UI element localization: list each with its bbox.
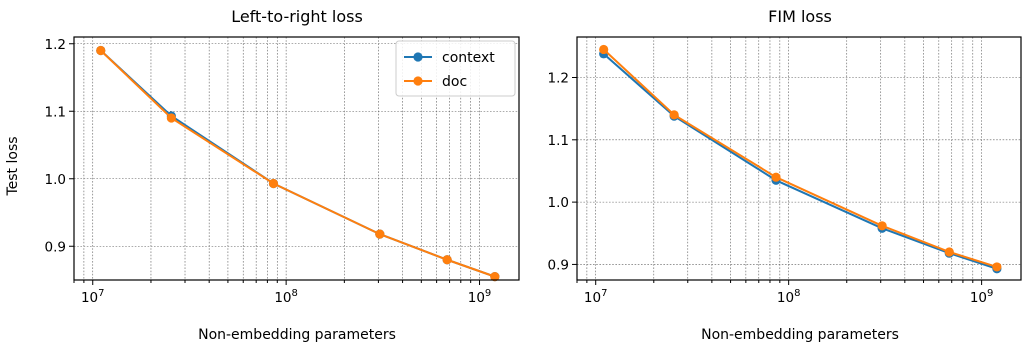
x-tick-label: 109: [970, 288, 994, 306]
y-tick-label: 0.9: [548, 257, 569, 273]
right-panel-title: FIM loss: [768, 7, 832, 26]
y-tick-label: 1.1: [45, 104, 66, 120]
legend: context doc: [395, 40, 516, 97]
x-tick-label: 107: [81, 288, 105, 306]
right-panel-xlabel: Non-embedding parameters: [701, 327, 899, 343]
x-tick-label: 109: [468, 288, 492, 306]
y-tick-label: 1.1: [548, 133, 569, 149]
data-point-doc: [944, 247, 954, 257]
y-tick-label: 0.9: [45, 239, 66, 255]
data-point-doc: [166, 113, 176, 123]
legend-label-context: context: [442, 50, 495, 66]
x-tick-label: 108: [274, 288, 298, 306]
y-tick-label: 1.0: [548, 195, 569, 211]
series-line-context: [603, 53, 998, 270]
plot-frame: [73, 36, 520, 281]
data-point-doc: [669, 110, 679, 120]
data-point-doc: [771, 172, 781, 182]
left-panel-xlabel: Non-embedding parameters: [198, 327, 396, 343]
data-point-doc: [375, 229, 385, 239]
data-point-doc: [442, 255, 452, 265]
y-tick-label: 1.2: [548, 71, 569, 87]
series-line-doc: [603, 48, 998, 268]
data-point-doc: [877, 221, 887, 231]
left-panel-ylabel: Test loss: [5, 136, 21, 196]
left-to-right-loss-panel: Left-to-right loss Non-embedding paramet…: [5, 7, 520, 343]
x-tick-label: 107: [584, 288, 608, 306]
x-tick-label: 108: [777, 288, 801, 306]
legend-box: [395, 40, 516, 97]
legend-marker-context: [413, 52, 423, 62]
series-line-doc: [100, 49, 496, 278]
plot-frame: [576, 36, 1022, 281]
data-point-doc: [268, 178, 279, 189]
y-tick-label: 1.0: [45, 172, 66, 188]
y-tick-label: 1.2: [45, 37, 66, 53]
fim-loss-panel: FIM loss Non-embedding parameters 0.9 1.0…: [548, 7, 1022, 343]
data-point-doc: [992, 262, 1002, 272]
data-point-doc: [490, 272, 500, 282]
legend-label-doc: doc: [442, 74, 467, 90]
data-point-doc: [96, 45, 106, 56]
data-point-doc: [599, 44, 609, 55]
left-panel-title: Left-to-right loss: [231, 7, 363, 26]
legend-marker-doc: [413, 76, 423, 86]
